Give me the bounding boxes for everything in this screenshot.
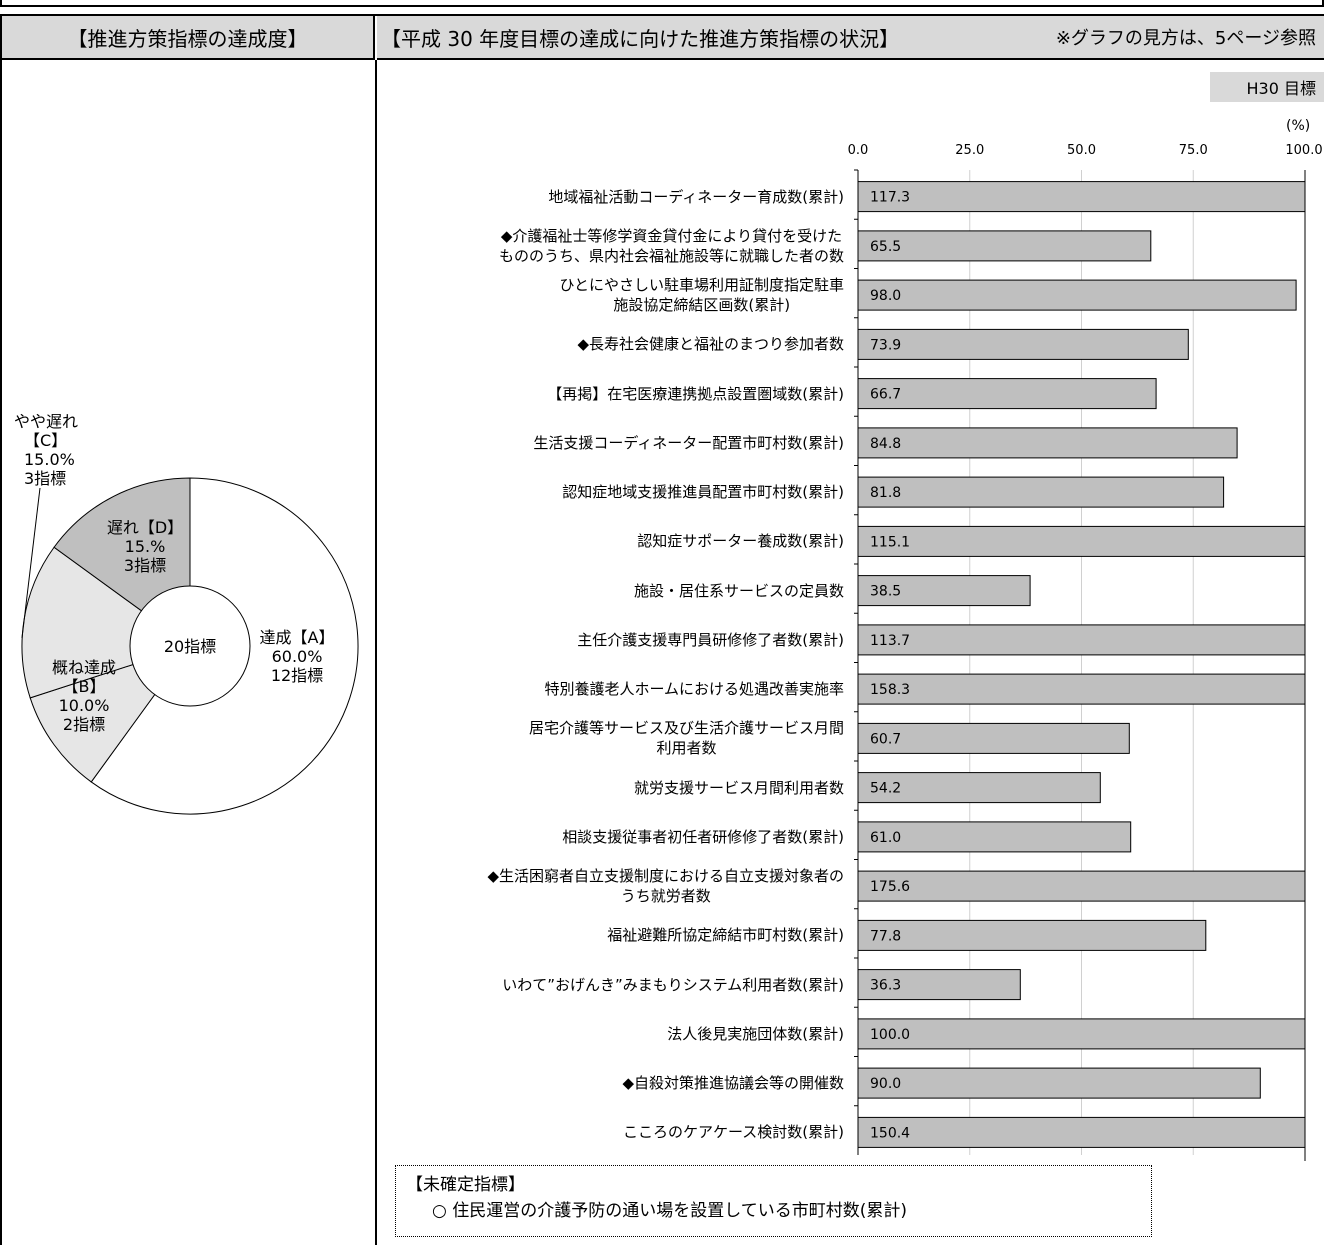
category-label: ひとにやさしい駐車場利用証制度指定駐車 施設協定締結区画数(累計) [559,275,844,315]
category-label-line: 地域福祉活動コーディネーター育成数(累計) [548,187,844,206]
category-label: 認知症サポーター養成数(累計) [637,531,844,551]
category-label-line: 生活支援コーディネーター配置市町村数(累計) [533,433,844,452]
category-label: いわて”おげんき”みまもりシステム利用者数(累計) [502,975,844,995]
x-tick-label: 50.0 [1067,143,1096,158]
slice-c-name: やや遅れ [14,412,79,431]
axis-unit: (%) [1286,118,1311,134]
x-tick-label: 100.0 [1285,143,1323,158]
category-label: 地域福祉活動コーディネーター育成数(累計) [548,187,844,207]
category-label-line: 主任介護支援専門員研修修了者数(累計) [577,630,844,649]
slice-a-count: 12指標 [270,666,324,685]
slice-a-label: 達成【A】 60.0% 12指標 [252,628,342,685]
slice-d-name: 遅れ【D】 [106,518,184,537]
category-label-line: 利用者数 [656,739,717,758]
category-label: 福祉避難所協定締結市町村数(累計) [607,925,844,945]
slice-b-name: 概ね達成 [51,658,116,677]
category-label-line: 就労支援サービス月間利用者数 [633,778,844,797]
slice-c-bracket: 【C】 [24,431,68,450]
category-label-line: うち就労者数 [620,887,711,906]
category-label-line: ひとにやさしい駐車場利用証制度指定駐車 [559,276,844,295]
top-frame-edge [0,0,1324,7]
right-header-title: 【平成 30 年度目標の達成に向けた推進方策指標の状況】 [381,26,900,51]
category-label: 就労支援サービス月間利用者数 [634,778,844,798]
category-label: 施設・居住系サービスの定員数 [634,581,844,601]
x-tick-label: 0.0 [847,143,869,158]
category-label: 認知症地域支援推進員配置市町村数(累計) [562,482,844,502]
right-header: 【平成 30 年度目標の達成に向けた推進方策指標の状況】 ※グラフの見方は、5ペ… [377,16,1324,60]
category-label-line: 施設・居住系サービスの定員数 [633,581,844,600]
category-label-line: 福祉避難所協定締結市町村数(累計) [607,926,844,945]
slice-b-label: 概ね達成 【B】 10.0% 2指標 [34,658,134,734]
category-label: 法人後見実施団体数(累計) [667,1024,844,1044]
slice-c-label: やや遅れ 【C】 15.0% 3指標 [14,412,104,488]
header-note: ※グラフの見方は、5ページ参照 [1055,28,1316,49]
x-tick-label: 75.0 [1178,143,1208,158]
column-divider [375,60,377,1245]
donut-center-label: 20指標 [164,637,216,656]
category-label: ◆介護福祉士等修学資金貸付金により貸付を受けた もののうち、県内社会福祉施設等に就… [499,226,844,266]
category-label-line: ◆自殺対策推進協議会等の開催数 [622,1074,844,1093]
slice-a-name: 達成【A】 [259,628,335,647]
category-label-line: 施設協定締結区画数(累計) [613,296,791,315]
slice-d-count: 3指標 [123,556,167,575]
slice-d-label: 遅れ【D】 15.% 3指標 [100,518,190,575]
category-label: 生活支援コーディネーター配置市町村数(累計) [533,433,844,453]
category-label: 相談支援従事者初任者研修修了者数(累計) [562,827,844,847]
category-label: 特別養護老人ホームにおける処遇改善実施率 [544,679,844,699]
c-leader-line [21,487,41,639]
category-label: ◆生活困窮者自立支援制度における自立支援対象者の うち就労者数 [487,866,844,906]
category-label-line: いわて”おげんき”みまもりシステム利用者数(累計) [502,975,844,994]
slice-b-bracket: 【B】 [62,677,106,696]
slice-b-percent: 10.0% [58,696,110,715]
slice-d-percent: 15.% [124,537,166,556]
category-label-line: 【再掲】在宅医療連携拠点設置圏域数(累計) [547,384,844,403]
slice-c-count: 3指標 [24,469,67,488]
category-label-line: 認知症地域支援推進員配置市町村数(累計) [562,483,844,502]
goal-label: H30 目標 [1210,72,1324,102]
pending-item: ○ 住民運営の介護予防の通い場を設置している市町村数(累計) [432,1201,907,1221]
category-label: こころのケアケース検討数(累計) [623,1122,844,1142]
category-label: 居宅介護等サービス及び生活介護サービス月間 利用者数 [529,718,844,758]
category-label-line: 法人後見実施団体数(累計) [667,1024,844,1043]
donut-hole [129,585,251,707]
slice-a-percent: 60.0% [271,647,323,666]
slice-b-count: 2指標 [62,715,106,734]
category-label-line: ◆介護福祉士等修学資金貸付金により貸付を受けた [500,226,843,245]
category-label: ◆自殺対策推進協議会等の開催数 [622,1073,844,1093]
pending-indicators-box: 【未確定指標】 ○ 住民運営の介護予防の通い場を設置している市町村数(累計) [395,1165,1152,1237]
category-label: 主任介護支援専門員研修修了者数(累計) [577,630,844,650]
category-label-line: 特別養護老人ホームにおける処遇改善実施率 [544,680,844,699]
category-label: ◆長寿社会健康と福祉のまつり参加者数 [577,334,844,354]
x-tick-label: 25.0 [955,143,985,158]
category-label-line: こころのケアケース検討数(累計) [623,1123,844,1142]
category-label-line: 認知症サポーター養成数(累計) [637,532,844,551]
pending-title: 【未確定指標】 [406,1175,525,1195]
category-label-line: 居宅介護等サービス及び生活介護サービス月間 [528,719,844,738]
left-header: 【推進方策指標の達成度】 [2,16,375,60]
category-label-line: ◆長寿社会健康と福祉のまつり参加者数 [577,335,844,354]
category-label: 【再掲】在宅医療連携拠点設置圏域数(累計) [547,384,844,404]
category-label-line: ◆生活困窮者自立支援制度における自立支援対象者の [487,867,844,886]
donut-chart: 20指標 [21,477,359,815]
slice-c-percent: 15.0% [24,450,75,469]
report-frame [0,14,1324,1245]
category-label-line: 相談支援従事者初任者研修修了者数(累計) [562,827,844,846]
category-label-line: もののうち、県内社会福祉施設等に就職した者の数 [498,246,844,265]
